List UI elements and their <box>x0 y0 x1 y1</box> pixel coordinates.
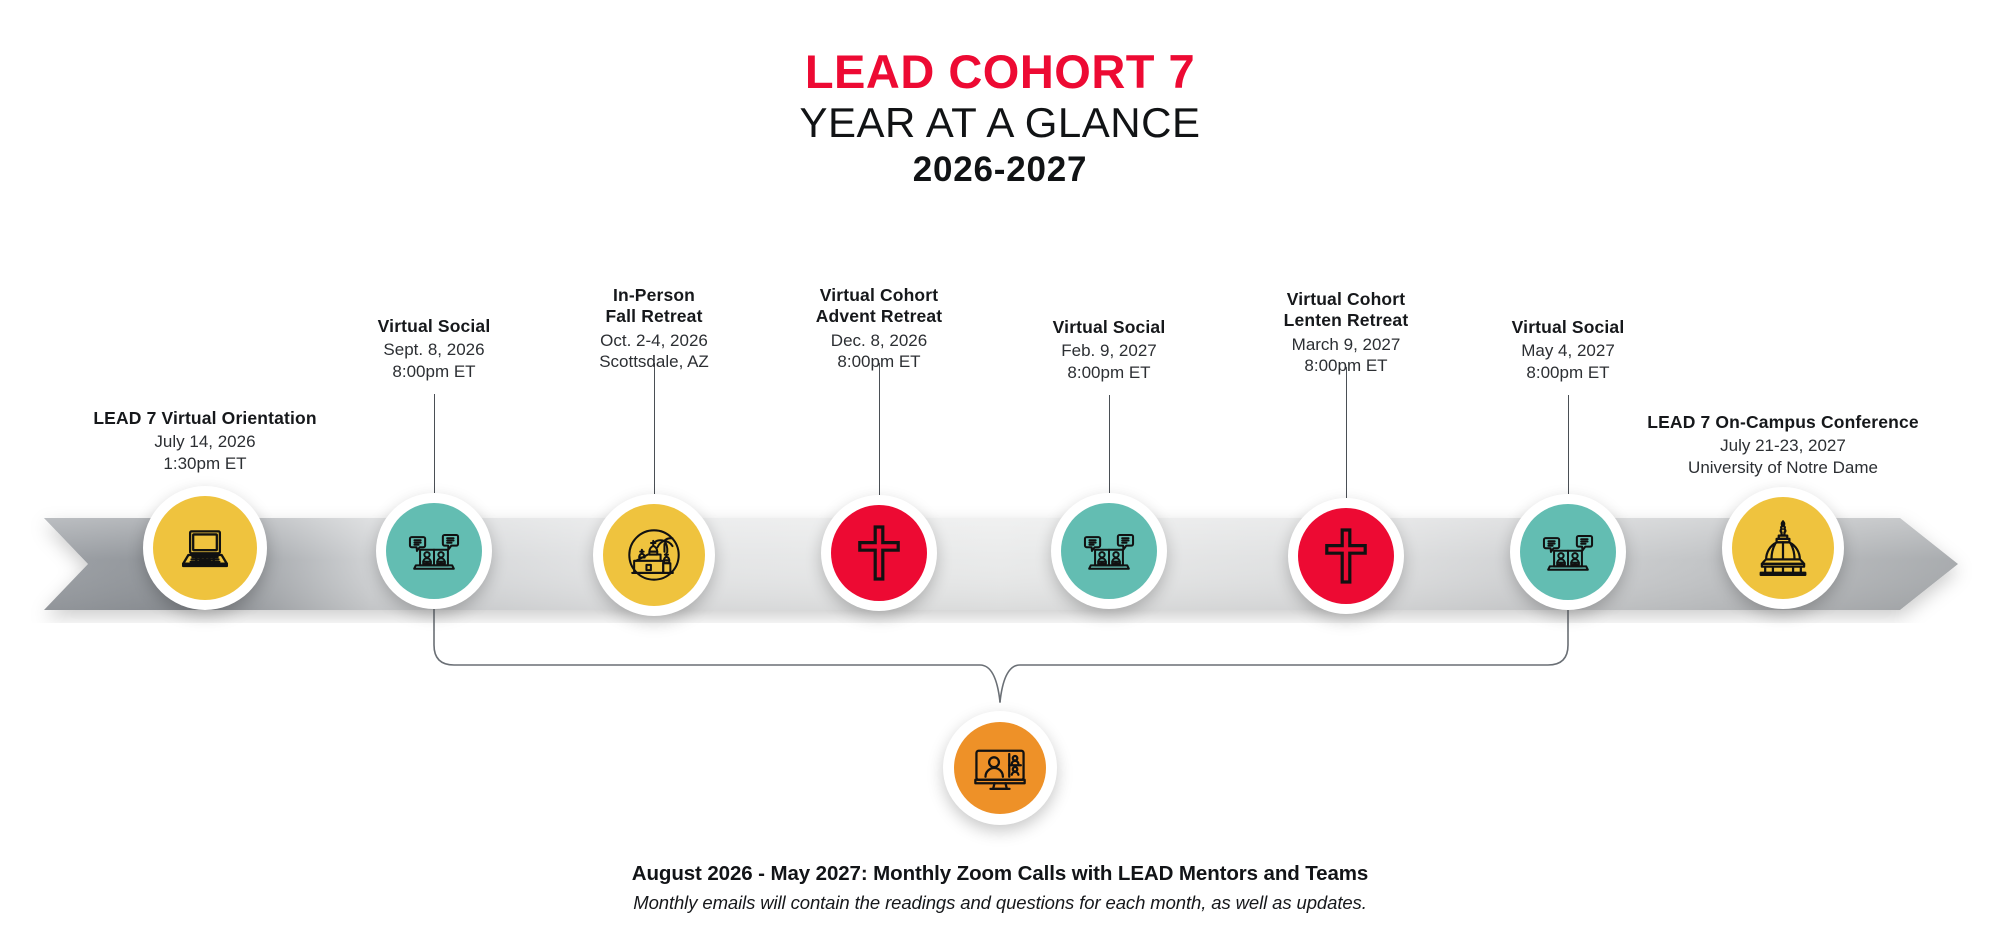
monthly-caption-headline: August 2026 - May 2027: Monthly Zoom Cal… <box>631 862 1369 885</box>
monthly-zoom-disc <box>954 722 1046 814</box>
milestone-title-lead7-virtual-orientation: LEAD 7 Virtual Orientation <box>93 408 317 428</box>
milestone-stem-virtual-social-sept <box>433 394 435 493</box>
milestone-disc-virtual-social-may <box>1520 504 1616 600</box>
monthly-caption-note: Monthly emails will contain the readings… <box>633 892 1367 913</box>
milestone-disc-virtual-social-feb <box>1061 503 1157 599</box>
milestone-title-virtual-social-may: Virtual Social <box>1511 317 1625 337</box>
band-ribbon-shape <box>44 518 1958 610</box>
milestone-node-virtual-social-may[interactable] <box>1510 494 1626 610</box>
monthly-zoom-node[interactable] <box>943 711 1057 825</box>
video-chat-icon <box>1541 525 1595 579</box>
milestone-stem-in-person-fall-retreat <box>653 363 655 494</box>
page-years: 2026-2027 <box>912 150 1088 190</box>
milestone-title-virtual-social-sept: Virtual Social <box>377 316 491 336</box>
timeline-arrow-band <box>0 505 2000 610</box>
milestone-disc-in-person-fall-retreat <box>603 504 705 606</box>
milestone-disc-virtual-social-sept <box>386 503 482 599</box>
timeline-band-svg <box>44 518 1958 610</box>
milestone-detail-virtual-cohort-advent-retreat: Dec. 8, 2026 8:00pm ET <box>830 330 928 372</box>
milestone-detail-virtual-social-may: May 4, 2027 8:00pm ET <box>1521 341 1615 383</box>
milestone-node-virtual-cohort-lenten-retreat[interactable] <box>1288 498 1404 614</box>
milestone-label-virtual-cohort-lenten-retreat: Virtual Cohort Lenten Retreat March 9, 20… <box>1206 289 1486 377</box>
milestone-detail-virtual-social-feb: Feb. 9, 2027 8:00pm ET <box>1061 341 1157 383</box>
milestone-detail-lead7-on-campus-conference: July 21-23, 2027 University of Notre Dam… <box>1688 436 1878 478</box>
milestone-stem-virtual-social-may <box>1567 395 1569 494</box>
milestone-label-virtual-social-sept: Virtual Social Sept. 8, 2026 8:00pm ET <box>304 316 564 383</box>
milestone-disc-virtual-cohort-lenten-retreat <box>1298 508 1394 604</box>
cross-icon <box>852 523 906 583</box>
milestone-title-virtual-cohort-advent-retreat: Virtual Cohort Advent Retreat <box>815 285 943 327</box>
milestone-stem-virtual-cohort-advent-retreat <box>878 363 880 495</box>
page-header: LEAD COHORT 7 YEAR AT A GLANCE 2026-2027 <box>0 48 2000 189</box>
video-chat-icon <box>407 524 461 578</box>
laptop-icon <box>177 520 233 576</box>
milestone-title-virtual-social-feb: Virtual Social <box>1052 317 1166 337</box>
milestone-disc-virtual-cohort-advent-retreat <box>831 505 927 601</box>
page-title: LEAD COHORT 7 <box>804 45 1196 98</box>
mission-church-icon <box>623 524 685 586</box>
milestone-node-lead7-on-campus-conference[interactable] <box>1722 487 1844 609</box>
milestone-node-virtual-cohort-advent-retreat[interactable] <box>821 495 937 611</box>
bracket-right-arm <box>999 589 1569 703</box>
bracket-svg <box>433 589 1569 703</box>
milestone-label-lead7-virtual-orientation: LEAD 7 Virtual Orientation July 14, 2026 … <box>40 408 370 475</box>
milestone-node-virtual-social-sept[interactable] <box>376 493 492 609</box>
milestone-label-virtual-cohort-advent-retreat: Virtual Cohort Advent Retreat Dec. 8, 202… <box>739 285 1019 373</box>
milestone-detail-in-person-fall-retreat: Oct. 2-4, 2026 Scottsdale, AZ <box>599 330 709 372</box>
page-subtitle: YEAR AT A GLANCE <box>799 99 1201 146</box>
milestone-stem-virtual-social-feb <box>1108 395 1110 493</box>
monthly-connector-bracket <box>0 560 2000 790</box>
golden-dome-icon <box>1752 517 1814 579</box>
milestone-label-virtual-social-may: Virtual Social May 4, 2027 8:00pm ET <box>1438 317 1698 384</box>
video-conference-icon <box>971 739 1029 797</box>
milestone-node-in-person-fall-retreat[interactable] <box>593 494 715 616</box>
milestone-title-lead7-on-campus-conference: LEAD 7 On-Campus Conference <box>1647 412 1919 432</box>
milestone-detail-lead7-virtual-orientation: July 14, 2026 1:30pm ET <box>154 432 256 474</box>
milestone-label-lead7-on-campus-conference: LEAD 7 On-Campus Conference July 21-23, 2… <box>1593 412 1973 479</box>
milestone-label-virtual-social-feb: Virtual Social Feb. 9, 2027 8:00pm ET <box>979 317 1239 384</box>
milestone-disc-lead7-virtual-orientation <box>153 496 257 600</box>
milestone-disc-lead7-on-campus-conference <box>1732 497 1834 599</box>
cross-icon <box>1319 526 1373 586</box>
milestone-node-lead7-virtual-orientation[interactable] <box>143 486 267 610</box>
milestone-node-virtual-social-feb[interactable] <box>1051 493 1167 609</box>
milestone-detail-virtual-cohort-lenten-retreat: March 9, 2027 8:00pm ET <box>1291 334 1401 376</box>
bracket-left-arm <box>433 589 1001 703</box>
video-chat-icon <box>1082 524 1136 578</box>
milestone-title-virtual-cohort-lenten-retreat: Virtual Cohort Lenten Retreat <box>1283 289 1409 331</box>
milestone-label-in-person-fall-retreat: In-Person Fall Retreat Oct. 2-4, 2026 Sco… <box>524 285 784 373</box>
milestone-stem-virtual-cohort-lenten-retreat <box>1345 367 1347 498</box>
monthly-caption: August 2026 - May 2027: Monthly Zoom Cal… <box>0 862 2000 914</box>
milestone-detail-virtual-social-sept: Sept. 8, 2026 8:00pm ET <box>383 340 485 382</box>
milestone-title-in-person-fall-retreat: In-Person Fall Retreat <box>605 285 703 327</box>
